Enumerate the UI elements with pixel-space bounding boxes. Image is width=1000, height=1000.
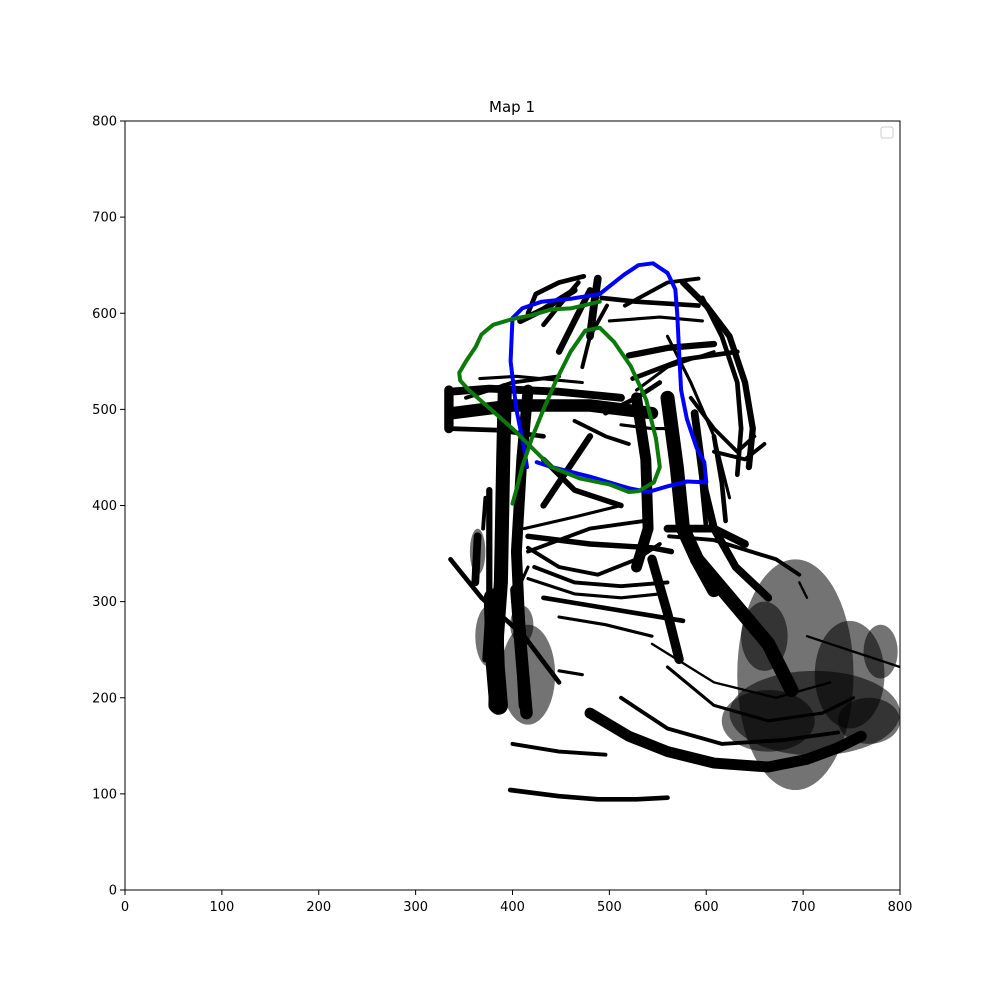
obstacle-stroke: [700, 295, 744, 478]
y-tick-label: 800: [92, 115, 117, 130]
trajectory-green: [457, 299, 662, 506]
obstacle-stroke: [798, 581, 809, 599]
x-tick-label: 800: [888, 900, 913, 915]
obstacle-stroke: [483, 588, 508, 715]
obstacle-stroke: [650, 642, 832, 699]
x-tick-label: 700: [791, 900, 816, 915]
obstacle-stroke: [540, 456, 624, 509]
obstacle-stroke: [647, 554, 684, 664]
x-tick-label: 300: [403, 900, 428, 915]
obstacle-stroke: [805, 635, 900, 669]
x-tick-label: 600: [694, 900, 719, 915]
obstacle-stroke: [630, 349, 740, 381]
obstacle-stroke: [481, 495, 488, 531]
obstacle-stroke: [532, 565, 670, 589]
obstacle-stroke: [712, 442, 767, 462]
obstacle-stroke: [634, 350, 716, 392]
obstacle-stroke: [603, 380, 663, 416]
obstacle-stroke: [478, 374, 584, 385]
obstacle-stroke: [572, 418, 631, 446]
obstacle-stroke: [448, 556, 562, 685]
obstacle-stroke: [619, 695, 840, 746]
legend-box: [880, 126, 894, 139]
x-tick-label: 500: [597, 900, 622, 915]
y-tick-label: 700: [92, 211, 117, 226]
obstacle-stroke: [667, 534, 802, 577]
trajectory-layer: [457, 261, 709, 506]
trajectory-blue: [508, 261, 709, 494]
obstacle-stroke: [510, 583, 533, 720]
obstacle-stroke: [607, 315, 704, 323]
y-tick-label: 300: [92, 595, 117, 610]
obstacle-stroke: [580, 303, 609, 370]
x-tick-label: 100: [209, 900, 234, 915]
obstacle-stroke: [522, 503, 623, 531]
x-tick-label: 200: [306, 900, 331, 915]
x-axis: 0 100 200 300 400 500 600 700 800: [121, 890, 913, 915]
obstacle-map: [444, 273, 900, 802]
obstacle-stroke: [445, 399, 659, 420]
obstacle-stroke: [711, 433, 728, 524]
obstacle-stroke: [525, 533, 675, 555]
y-tick-label: 600: [92, 307, 117, 322]
obstacle-stroke: [555, 287, 594, 355]
obstacle-stroke: [510, 741, 608, 757]
obstacle-stroke: [541, 280, 581, 328]
obstacle-stroke: [471, 532, 482, 587]
x-tick-label: 0: [121, 900, 129, 915]
obstacle-stroke: [557, 615, 654, 638]
obstacle-stroke: [510, 565, 530, 604]
obstacle-stroke: [541, 595, 686, 624]
x-tick-label: 400: [500, 900, 525, 915]
obstacle-stroke: [689, 552, 799, 698]
y-axis: 0 100 200 300 400 500 600 700 800: [92, 115, 125, 899]
obstacle-blob: [863, 624, 898, 679]
obstacle-stroke: [526, 518, 647, 554]
y-tick-label: 0: [109, 884, 117, 899]
y-tick-label: 500: [92, 403, 117, 418]
y-tick-label: 100: [92, 787, 117, 802]
obstacle-stroke: [625, 340, 718, 359]
obstacle-stroke: [663, 524, 749, 548]
y-tick-label: 200: [92, 691, 117, 706]
obstacle-stroke: [586, 274, 602, 341]
chart-title: Map 1: [489, 98, 535, 116]
obstacle-stroke: [622, 276, 701, 308]
obstacle-stroke: [584, 707, 867, 773]
obstacle-stroke: [557, 669, 584, 677]
obstacle-stroke: [665, 665, 856, 723]
obstacle-stroke: [526, 577, 662, 600]
obstacle-stroke: [526, 542, 662, 577]
obstacle-blob: [838, 697, 900, 744]
y-tick-label: 400: [92, 499, 117, 514]
obstacle-stroke: [507, 787, 670, 802]
